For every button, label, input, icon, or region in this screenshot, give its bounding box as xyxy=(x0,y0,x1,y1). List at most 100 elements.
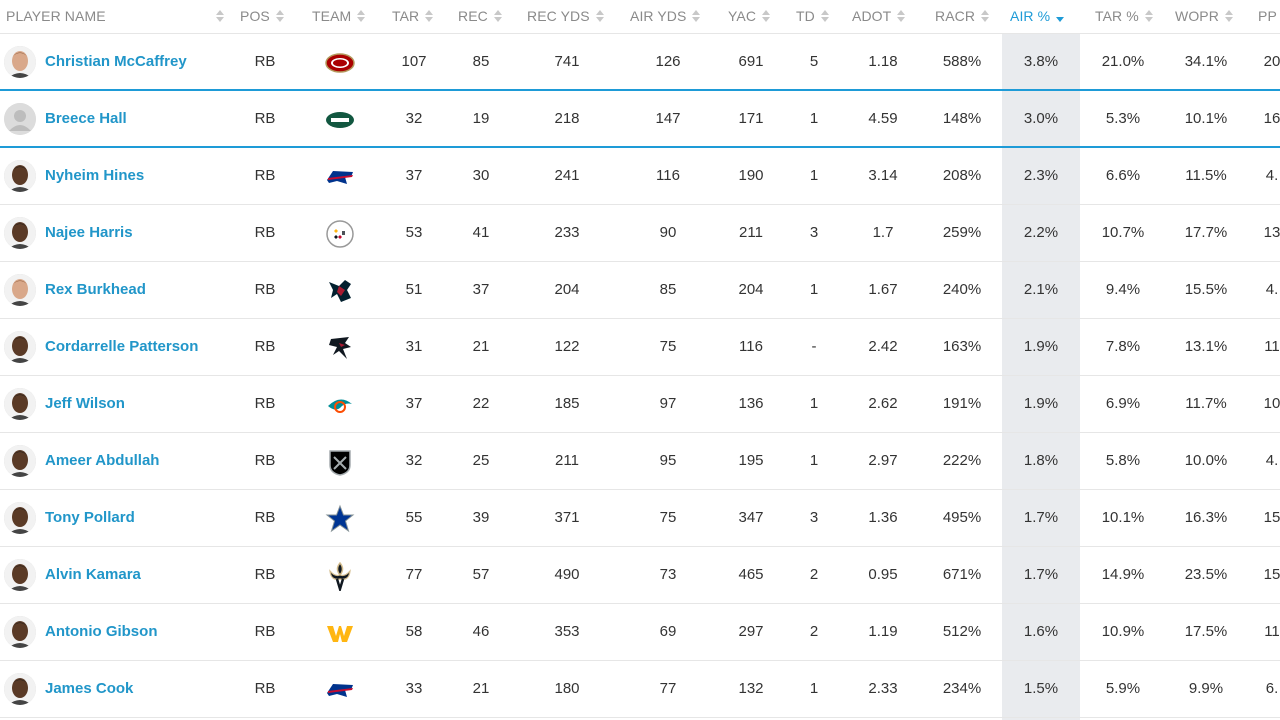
cell-td: 2 xyxy=(809,623,819,640)
header-airyds[interactable]: AIR YDS xyxy=(630,0,701,33)
player-name-link[interactable]: Alvin Kamara xyxy=(45,566,141,583)
cell-tarpct: 21.0% xyxy=(1101,53,1145,70)
player-name-link[interactable]: James Cook xyxy=(45,680,134,697)
cell-airyds: 75 xyxy=(659,509,677,526)
cell-rec: 21 xyxy=(472,338,490,355)
player-name-link[interactable]: Tony Pollard xyxy=(45,509,135,526)
cell-racr: 588% xyxy=(942,53,982,70)
cell-yac: 136 xyxy=(738,395,764,412)
cell-td: 2 xyxy=(809,566,819,583)
cell-td: - xyxy=(811,338,817,355)
sort-icon xyxy=(820,9,829,23)
player-name-link[interactable]: Ameer Abdullah xyxy=(45,452,160,469)
cell-recyds: 185 xyxy=(554,395,580,412)
cell-td: 1 xyxy=(809,167,819,184)
cell-airpct: 2.3% xyxy=(1023,167,1059,184)
header-label: TD xyxy=(796,8,815,25)
table-row[interactable]: Rex Burkhead RB 51 37 204 85 204 1 1.67 240% 2.1% 9… xyxy=(0,262,1280,319)
player-name-link[interactable]: Nyheim Hines xyxy=(45,167,145,184)
header-pp[interactable]: PP xyxy=(1258,0,1277,33)
table-row[interactable]: Nyheim Hines RB 37 30 241 116 190 1 3.14 208% 2.3%… xyxy=(0,148,1280,205)
cell-airpct: 1.5% xyxy=(1023,680,1059,697)
player-name-link[interactable]: Najee Harris xyxy=(45,224,133,241)
table-row[interactable]: Najee Harris RB 53 41 233 90 211 3 1.7 259% 2.2% 10… xyxy=(0,205,1280,262)
cowboys-logo-icon xyxy=(325,504,355,533)
player-avatar xyxy=(4,274,36,306)
table-row[interactable]: Christian McCaffrey RB 107 85 741 126 691 5 1.18… xyxy=(0,34,1280,91)
header-airpct[interactable]: AIR % xyxy=(1010,0,1065,33)
header-name[interactable]: PLAYER NAME xyxy=(6,0,224,33)
table-row[interactable]: Ameer Abdullah RB 32 25 211 95 195 1 2.97 222% 1.8… xyxy=(0,433,1280,490)
header-pos[interactable]: POS xyxy=(240,0,284,33)
player-name-link[interactable]: Jeff Wilson xyxy=(45,395,125,412)
sorted-column-highlight xyxy=(1002,34,1080,720)
player-avatar xyxy=(4,502,36,534)
bills-logo-icon xyxy=(327,171,353,184)
sort-icon xyxy=(981,9,990,23)
header-rec[interactable]: REC xyxy=(458,0,502,33)
cell-tar: 32 xyxy=(405,110,423,127)
header-label: TAR % xyxy=(1095,8,1139,25)
sort-icon xyxy=(215,9,224,23)
player-name-link[interactable]: Christian McCaffrey xyxy=(45,53,187,70)
cell-pos: RB xyxy=(254,224,276,241)
cell-racr: 163% xyxy=(942,338,982,355)
cell-adot: 3.14 xyxy=(868,167,898,184)
table-row[interactable]: Antonio Gibson RB 58 46 353 69 297 2 1.19 512% 1.6… xyxy=(0,604,1280,661)
player-name-link[interactable]: Cordarrelle Patterson xyxy=(45,338,199,355)
header-td[interactable]: TD xyxy=(796,0,829,33)
header-team[interactable]: TEAM xyxy=(312,0,366,33)
cell-pos: RB xyxy=(254,53,276,70)
header-tarpct[interactable]: TAR % xyxy=(1095,0,1153,33)
cell-wopr: 11.7% xyxy=(1185,395,1227,412)
jets-logo-icon xyxy=(326,112,354,128)
cell-td: 3 xyxy=(809,224,819,241)
bills-logo-icon xyxy=(327,684,353,697)
table-row[interactable]: Breece Hall RB 32 19 218 147 171 1 4.59 148% 3.0% 5… xyxy=(0,91,1280,148)
player-name-link[interactable]: Breece Hall xyxy=(45,110,127,127)
sort-icon xyxy=(1224,9,1233,23)
cell-rec: 41 xyxy=(472,224,490,241)
sort-icon xyxy=(493,9,502,23)
table-row[interactable]: James Cook RB 33 21 180 77 132 1 2.33 234% 1.5% 5.9… xyxy=(0,661,1280,718)
cell-airyds: 75 xyxy=(659,338,677,355)
header-racr[interactable]: RACR xyxy=(935,0,990,33)
header-recyds[interactable]: REC YDS xyxy=(527,0,604,33)
table-row[interactable]: Cordarrelle Patterson RB 31 21 122 75 116 - 2.42… xyxy=(0,319,1280,376)
cell-adot: 2.42 xyxy=(868,338,898,355)
cell-pp: 4. xyxy=(1265,281,1279,298)
sort-icon xyxy=(762,9,771,23)
cell-pp: 6. xyxy=(1265,680,1279,697)
cell-tarpct: 6.9% xyxy=(1105,395,1141,412)
header-label: TAR xyxy=(392,8,420,25)
cell-airyds: 97 xyxy=(659,395,677,412)
player-name-cell: Najee Harris xyxy=(4,205,234,262)
header-tar[interactable]: TAR xyxy=(392,0,434,33)
table-row[interactable]: Alvin Kamara RB 77 57 490 73 465 2 0.95 671% 1.7% 1… xyxy=(0,547,1280,604)
header-adot[interactable]: ADOT xyxy=(852,0,906,33)
player-name-link[interactable]: Antonio Gibson xyxy=(45,623,158,640)
sort-icon xyxy=(897,9,906,23)
cell-airyds: 116 xyxy=(656,167,680,184)
cell-airyds: 85 xyxy=(659,281,677,298)
table-row[interactable]: Jeff Wilson RB 37 22 185 97 136 1 2.62 191% 1.9% 6.… xyxy=(0,376,1280,433)
cell-pos: RB xyxy=(254,110,276,127)
cell-tarpct: 5.9% xyxy=(1105,680,1141,697)
table-row[interactable]: Tony Pollard RB 55 39 371 75 347 3 1.36 495% 1.7% 1… xyxy=(0,490,1280,547)
cell-yac: 347 xyxy=(738,509,764,526)
cell-tar: 37 xyxy=(405,395,423,412)
header-yac[interactable]: YAC xyxy=(728,0,771,33)
saints-logo-icon xyxy=(329,561,351,591)
cell-racr: 222% xyxy=(942,452,982,469)
cell-wopr: 17.7% xyxy=(1184,224,1228,241)
header-wopr[interactable]: WOPR xyxy=(1175,0,1233,33)
cell-yac: 211 xyxy=(739,224,763,241)
player-name-link[interactable]: Rex Burkhead xyxy=(45,281,146,298)
cell-recyds: 353 xyxy=(554,623,580,640)
player-avatar xyxy=(4,388,36,420)
cell-wopr: 9.9% xyxy=(1188,680,1224,697)
table-header: PLAYER NAME POS TEAM TAR REC REC YDS AIR YDS YA… xyxy=(0,0,1280,34)
sort-icon xyxy=(692,9,701,23)
cell-tar: 33 xyxy=(405,680,423,697)
